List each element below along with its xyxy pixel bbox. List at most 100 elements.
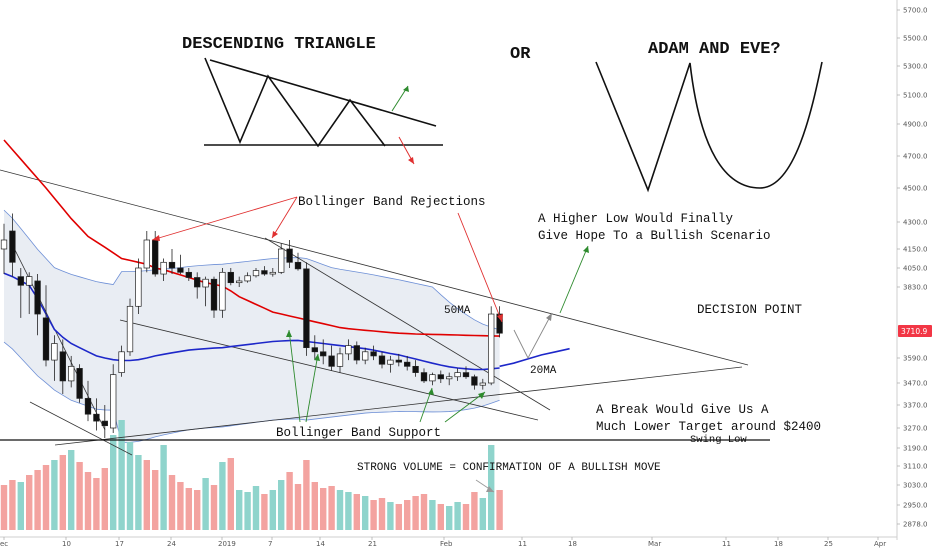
candle-body [311,347,318,353]
annotation-arrows [151,196,589,493]
volume-bars [0,420,503,530]
time-tick-label: 10 [62,540,71,548]
channel-lower [119,319,539,421]
candle [462,366,470,379]
candle [496,306,503,338]
candle [404,355,411,371]
candle [17,268,24,318]
volume-bar [168,475,176,530]
candle [143,231,150,273]
candle [454,368,461,381]
price-tick-label: 3470.0 [903,380,928,388]
candle-body [227,271,234,284]
candle-body [236,280,243,284]
candle [311,335,318,361]
decision-point-label: DECISION POINT [697,303,803,317]
volume-bar [252,486,260,530]
candle-body [454,372,461,378]
candle [446,372,453,386]
ma20-line [3,272,500,371]
volume-bar [160,445,167,530]
candle-body [345,345,352,355]
time-tick-label: 7 [268,540,272,548]
candle [219,268,226,318]
candle-body [395,359,402,363]
price-tick-label: 3830.0 [903,284,928,292]
candle-body [177,267,184,273]
candle-body [496,313,503,334]
candle [353,341,360,365]
current-price-badge [898,325,932,337]
candle-body [210,278,218,311]
time-axis[interactable]: ec 10 17 24 2019 7 14 21 Feb 11 18 Mar 11 18 25 Apr [0,536,897,548]
candle [488,306,495,386]
volume-bar [488,445,495,530]
volume-bar [479,498,486,530]
volume-bar [345,492,352,530]
volume-bar [194,490,201,530]
volume-bar [336,490,344,530]
volume-bar [84,472,92,530]
volume-bar [278,480,285,530]
candle [328,345,335,371]
break-line2: Much Lower Target around $2400 [596,420,821,434]
candle-body [17,276,24,286]
price-axis[interactable]: 5700.0 5500.0 5300.0 5100.0 4900.0 4700.0 4500… [896,0,932,540]
volume-bar [101,468,108,530]
rejections-label: Bollinger Band Rejections [298,195,486,209]
volume-bar [219,462,226,530]
volume-bar [185,488,192,530]
price-tick-label: 5500.0 [903,35,928,43]
channel-upper [264,237,551,411]
candle [76,364,83,403]
time-tick-label: 2019 [218,540,236,548]
lower-trendline [54,366,743,446]
volume-bar [51,460,58,530]
price-tick-label: 3370.0 [903,402,928,410]
bb-upper [3,209,500,331]
time-tick-label: 21 [368,540,377,548]
price-tick-label: 4900.0 [903,121,928,129]
price-tick-label: 3110.0 [903,463,928,471]
candle [194,272,201,299]
price-tick-label: 4300.0 [903,219,928,227]
candle-body [429,374,436,382]
candle [9,213,16,277]
candle-body [303,268,310,349]
candle [320,339,327,365]
volume-bar [294,484,302,530]
volume-bar [59,455,66,530]
pattern1-title: DESCENDING TRIANGLE [182,35,376,54]
time-tick-label: 18 [774,540,783,548]
candle-body [168,261,176,269]
volume-bar [152,470,159,530]
candle-body [387,359,394,365]
volume-bar [286,472,293,530]
volume-bar [93,478,100,530]
time-tick-label: Mar [648,540,661,548]
candle [378,351,386,369]
candle [345,339,352,361]
price-tick-label: 3590.0 [903,355,928,363]
candle [294,252,302,271]
candle-body [126,305,134,353]
candle [0,223,8,275]
price-tick-label: 3030.0 [903,482,928,490]
candle [336,347,344,373]
volume-bar [429,500,436,530]
candle-body [269,271,276,275]
candle-body [160,261,167,275]
candle-body [42,317,50,361]
time-tick-labels: ec 10 17 24 2019 7 14 21 Feb 11 18 Mar 11 18 25 Apr [0,537,886,548]
time-tick-label: 18 [568,540,577,548]
time-tick-label: 17 [115,540,124,548]
swing-low-label: Swing Low [690,434,747,446]
price-tick-label: 3190.0 [903,445,928,453]
volume-bar [26,475,33,530]
candle-body [261,270,268,275]
short-support [29,401,133,456]
candle-body [0,239,8,250]
candle-body [471,376,478,386]
ma50-line [3,139,500,337]
bb-fill [4,210,500,443]
